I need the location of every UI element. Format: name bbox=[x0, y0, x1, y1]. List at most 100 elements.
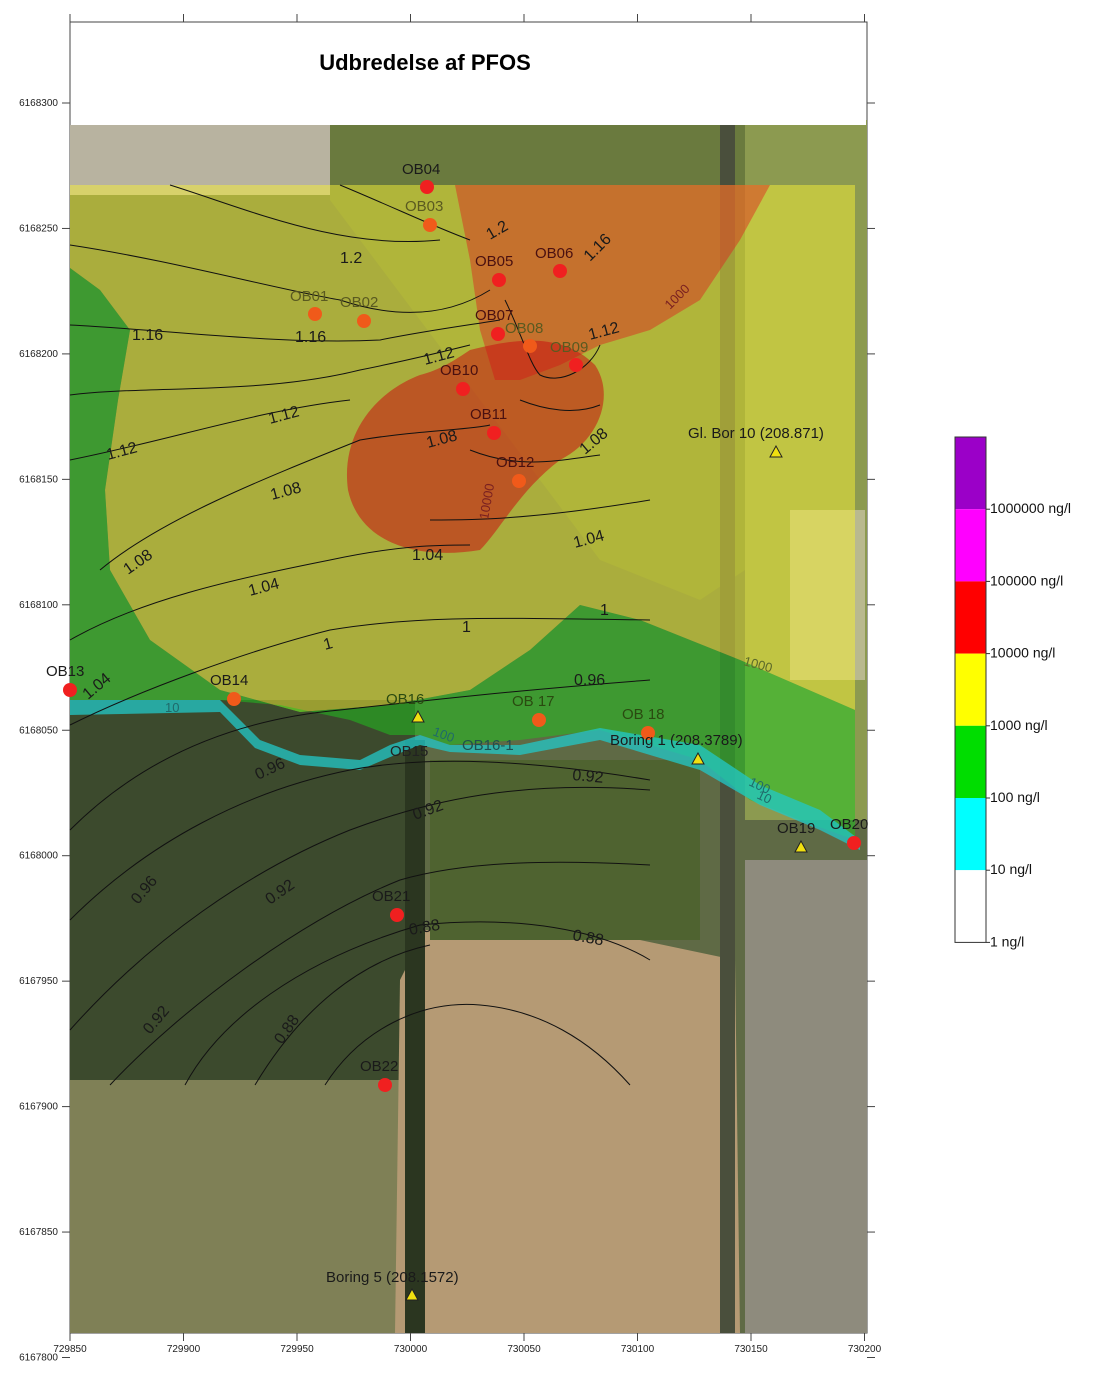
legend-swatch bbox=[955, 870, 986, 943]
axis-ticks: 729850 729900 729950 730000 730050 730100 7301… bbox=[19, 14, 882, 1364]
head-contours bbox=[69, 184, 651, 1086]
borehole-ob19-icon[interactable] bbox=[794, 839, 808, 853]
point-label: OB01 bbox=[290, 288, 328, 305]
sample-point-ob10[interactable] bbox=[456, 382, 470, 396]
legend-label: 1000 ng/l bbox=[990, 717, 1048, 733]
contour-label: 0.96 bbox=[574, 672, 605, 689]
plume-layers bbox=[70, 185, 860, 850]
borehole-ob16-icon[interactable] bbox=[411, 709, 425, 723]
legend-swatch bbox=[955, 437, 986, 510]
legend-label: 1000000 ng/l bbox=[990, 500, 1071, 516]
contour-label: 1.04 bbox=[412, 547, 443, 564]
contour-label: 1 bbox=[600, 602, 609, 619]
sample-point-ob21[interactable] bbox=[390, 908, 404, 922]
sample-point-ob14[interactable] bbox=[227, 692, 241, 706]
y-tick-label: 6168200 bbox=[19, 349, 58, 360]
y-tick-label: 6168250 bbox=[19, 223, 58, 234]
sample-point-ob06[interactable] bbox=[553, 264, 567, 278]
sample-point-ob13[interactable] bbox=[63, 683, 77, 697]
x-tick-label: 730050 bbox=[507, 1344, 541, 1355]
contour-label: 1.16 bbox=[295, 329, 326, 346]
legend-swatch bbox=[955, 509, 986, 582]
title-panel bbox=[71, 23, 866, 125]
point-label: OB04 bbox=[402, 161, 440, 178]
point-label: OB22 bbox=[360, 1058, 398, 1075]
sample-point-ob09[interactable] bbox=[569, 358, 583, 372]
sample-point-ob01[interactable] bbox=[308, 307, 322, 321]
sample-point-ob07[interactable] bbox=[491, 327, 505, 341]
x-tick-label: 730100 bbox=[621, 1344, 655, 1355]
point-label: OB16-1 bbox=[462, 737, 514, 754]
x-tick-label: 730000 bbox=[394, 1344, 428, 1355]
sample-point-ob22[interactable] bbox=[378, 1078, 392, 1092]
y-tick-label: 6167900 bbox=[19, 1102, 58, 1113]
contour-label: 10 bbox=[755, 787, 774, 807]
point-label: OB06 bbox=[535, 245, 573, 262]
y-tick-label: 6167850 bbox=[19, 1227, 58, 1238]
borehole-label: Boring 5 (208.1572) bbox=[326, 1269, 459, 1286]
point-label: OB08 bbox=[505, 320, 543, 337]
legend-swatch bbox=[955, 798, 986, 871]
contour-label-group: 1.2 1.2 1.16 1.16 1.16 1.12 1.12 1.12 1.… bbox=[80, 218, 775, 1048]
legend-swatch bbox=[955, 653, 986, 726]
point-label: OB 17 bbox=[512, 693, 555, 710]
y-tick-label: 6168150 bbox=[19, 474, 58, 485]
y-tick-label: 6168300 bbox=[19, 98, 58, 109]
sample-point-ob17[interactable] bbox=[532, 713, 546, 727]
sampling-points: OB04 OB03 OB05 OB06 OB01 OB02 OB07 OB08 … bbox=[46, 161, 868, 1092]
point-label: OB 18 bbox=[622, 706, 665, 723]
boreholes: Gl. Bor 10 (208.871) Boring 1 (208.3789)… bbox=[326, 425, 824, 1301]
borehole-boring-1-icon[interactable] bbox=[691, 751, 705, 765]
point-label: OB09 bbox=[550, 339, 588, 356]
y-tick-label: 6168050 bbox=[19, 725, 58, 736]
point-label: OB10 bbox=[440, 362, 478, 379]
sample-point-ob20[interactable] bbox=[847, 836, 861, 850]
concentration-legend: 1000000 ng/l 100000 ng/l 10000 ng/l 1000 ng… bbox=[954, 436, 1071, 949]
contour-label: 1.16 bbox=[132, 327, 163, 344]
contour-label: 1 bbox=[322, 635, 335, 654]
sample-point-ob04[interactable] bbox=[420, 180, 434, 194]
x-tick-label: 729850 bbox=[53, 1344, 87, 1355]
legend-label: 10000 ng/l bbox=[990, 645, 1055, 661]
point-label: OB15 bbox=[390, 743, 428, 760]
point-label: OB11 bbox=[470, 406, 507, 423]
point-label: OB02 bbox=[340, 294, 378, 311]
contour-label: 0.88 bbox=[408, 917, 442, 939]
sample-point-ob12[interactable] bbox=[512, 474, 526, 488]
point-label: OB21 bbox=[372, 888, 410, 905]
x-tick-label: 729950 bbox=[280, 1344, 314, 1355]
sample-point-ob11[interactable] bbox=[487, 426, 501, 440]
contour-label: 100 bbox=[431, 724, 457, 746]
contour-label: 1000 bbox=[742, 653, 774, 675]
x-tick-label: 730150 bbox=[734, 1344, 768, 1355]
point-label: OB12 bbox=[496, 454, 534, 471]
point-label: OB19 bbox=[777, 820, 815, 837]
sample-point-ob18[interactable] bbox=[641, 726, 655, 740]
contour-label: 10000 bbox=[476, 482, 497, 520]
x-tick-label: 729900 bbox=[167, 1344, 201, 1355]
borehole-gl-bor-10-icon[interactable] bbox=[769, 444, 783, 458]
point-label: OB14 bbox=[210, 672, 248, 689]
point-label: OB05 bbox=[475, 253, 513, 270]
sample-point-ob08[interactable] bbox=[523, 339, 537, 353]
sample-point-ob05[interactable] bbox=[492, 273, 506, 287]
x-tick-label: 730200 bbox=[848, 1344, 882, 1355]
legend-swatch bbox=[955, 581, 986, 654]
contour-label: 1.2 bbox=[340, 250, 362, 267]
borehole-boring-5-icon[interactable] bbox=[405, 1287, 419, 1301]
map-title: Udbredelse af PFOS bbox=[319, 50, 531, 75]
legend-label: 10 ng/l bbox=[990, 861, 1032, 877]
point-label: OB03 bbox=[405, 198, 443, 215]
sample-point-ob02[interactable] bbox=[357, 314, 371, 328]
legend-border bbox=[954, 436, 987, 943]
legend-label: 1 ng/l bbox=[990, 933, 1024, 949]
point-label: OB16 bbox=[386, 691, 424, 708]
contour-label: 0.88 bbox=[571, 927, 605, 949]
contour-label: 0.92 bbox=[572, 767, 605, 787]
point-label: OB07 bbox=[475, 307, 513, 324]
contour-label: 10 bbox=[165, 700, 179, 715]
sample-point-ob03[interactable] bbox=[423, 218, 437, 232]
point-label: OB20 bbox=[830, 816, 868, 833]
y-tick-label: 6168100 bbox=[19, 600, 58, 611]
